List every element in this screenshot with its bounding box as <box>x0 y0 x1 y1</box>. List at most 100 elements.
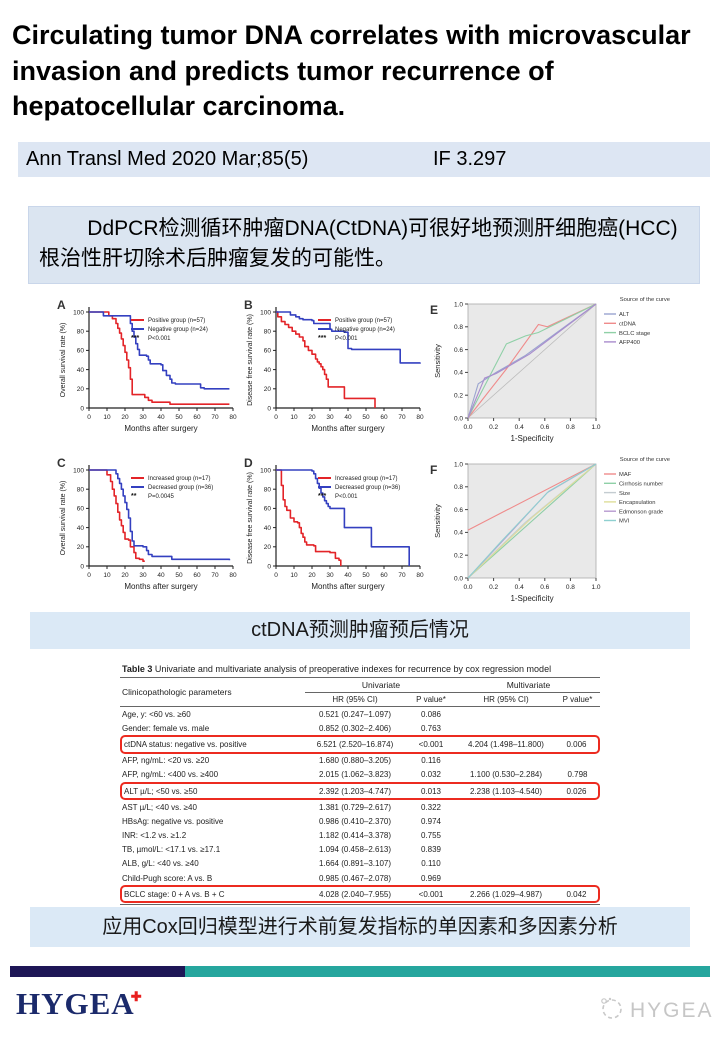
table-label: Table 3 <box>122 664 153 674</box>
svg-text:Decreased group (n=36): Decreased group (n=36) <box>335 485 400 491</box>
table-cell <box>555 721 600 735</box>
table-cell: 0.985 (0.467–2.078) <box>318 873 392 883</box>
hygea-watermark: HYGEA <box>598 995 714 1026</box>
figure-caption-bar: ctDNA预测肿瘤预后情况 <box>30 612 690 649</box>
svg-text:Disease free survival rate (%): Disease free survival rate (%) <box>247 314 254 406</box>
svg-text:40: 40 <box>157 414 165 421</box>
svg-text:Edmonson grade: Edmonson grade <box>619 509 663 515</box>
svg-text:Positive group (n=57): Positive group (n=57) <box>335 318 392 324</box>
table-cell: 0.322 <box>420 802 442 812</box>
table-cell: AFP, ng/mL: <400 vs. ≥400 <box>122 770 219 780</box>
table-title: Table 3 Univariate and multivariate anal… <box>122 664 600 674</box>
svg-text:1.0: 1.0 <box>591 424 600 431</box>
svg-text:0.4: 0.4 <box>454 530 463 537</box>
svg-text:0.4: 0.4 <box>454 370 463 377</box>
svg-text:0.8: 0.8 <box>566 584 575 591</box>
footer-teal-bar <box>185 966 710 977</box>
table-cell <box>457 829 555 843</box>
table-cell <box>555 857 600 871</box>
svg-text:Months after surgery: Months after surgery <box>311 424 384 433</box>
svg-text:Disease free survival rate (%): Disease free survival rate (%) <box>247 472 254 564</box>
km-plot-disease-free-survival-ctdna: B 0 10 20 30 40 50 60 70 80 0 20 40 60 80 100 Months aft… <box>242 298 427 448</box>
watermark-text: HYGEA <box>630 998 714 1022</box>
svg-text:0.8: 0.8 <box>454 324 463 331</box>
svg-text:20: 20 <box>308 414 316 421</box>
table-cell: ALB, g/L: <40 vs. ≥40 <box>122 859 199 869</box>
svg-text:70: 70 <box>211 414 219 421</box>
table-cell: 0.032 <box>420 770 442 780</box>
svg-text:***: *** <box>131 335 139 342</box>
table-row: HBsAg: negative vs. positive 0.986 (0.410… <box>120 814 600 828</box>
svg-text:60: 60 <box>380 572 388 579</box>
svg-text:MAF: MAF <box>619 472 632 478</box>
svg-text:0.6: 0.6 <box>454 347 463 354</box>
svg-text:80: 80 <box>416 414 424 421</box>
table-cell <box>457 721 555 735</box>
svg-text:Cirrhosis number: Cirrhosis number <box>619 482 663 488</box>
table-row: Child-Pugh score: A vs. B 0.985 (0.467–2.… <box>120 871 600 885</box>
watermark-icon <box>598 995 624 1026</box>
svg-text:80: 80 <box>416 572 424 579</box>
svg-text:20: 20 <box>77 544 85 551</box>
svg-text:ALT: ALT <box>619 312 630 318</box>
table-cell: 1.680 (0.880–3.205) <box>318 756 392 766</box>
svg-text:0.0: 0.0 <box>454 415 463 422</box>
svg-text:Source of the curve: Source of the curve <box>620 457 670 463</box>
data-table: Clinicopathologic parameters Univariate … <box>120 677 600 904</box>
table-row: ALB, g/L: <40 vs. ≥40 1.664 (0.891–3.107)… <box>120 857 600 871</box>
svg-text:0: 0 <box>87 414 91 421</box>
svg-text:0: 0 <box>274 572 278 579</box>
svg-text:***: *** <box>318 335 326 342</box>
table-cell: 0.974 <box>420 816 442 826</box>
svg-text:20: 20 <box>121 572 129 579</box>
svg-text:80: 80 <box>77 329 85 336</box>
table-cell: 0.026 <box>555 781 600 801</box>
svg-text:80: 80 <box>264 329 272 336</box>
svg-text:Negative group (n=24): Negative group (n=24) <box>335 327 395 333</box>
svg-text:0: 0 <box>80 405 84 412</box>
svg-text:40: 40 <box>77 367 85 374</box>
svg-text:50: 50 <box>175 414 183 421</box>
svg-text:40: 40 <box>264 525 272 532</box>
svg-text:80: 80 <box>229 572 237 579</box>
table-row: Gender: female vs. male 0.852 (0.302–2.40… <box>120 721 600 735</box>
table-cell: 0.042 <box>555 885 600 904</box>
table-cell: <0.001 <box>405 885 457 904</box>
table-cell <box>457 800 555 814</box>
hygea-logo-text: HYGEA <box>16 986 135 1021</box>
svg-text:C: C <box>57 456 66 470</box>
table-cell: Child-Pugh score: A vs. B <box>122 873 213 883</box>
svg-text:30: 30 <box>326 572 334 579</box>
table-caption-bar: 应用Cox回归模型进行术前复发指标的单因素和多因素分析 <box>30 907 690 947</box>
svg-text:A: A <box>57 298 66 312</box>
table-row: INR: <1.2 vs. ≥1.2 1.182 (0.414–3.378) 0.7… <box>120 829 600 843</box>
column-group-univariate: Univariate <box>305 678 457 693</box>
svg-text:P<0.001: P<0.001 <box>335 494 358 500</box>
table-cell: 2.266 (1.029–4.987) <box>457 885 555 904</box>
table-cell: 1.182 (0.414–3.378) <box>318 831 392 841</box>
table-cell <box>555 871 600 885</box>
svg-text:0.2: 0.2 <box>454 393 463 400</box>
table-cell: 6.521 (2.520–16.874) <box>305 735 405 754</box>
svg-text:Overall survival rate (%): Overall survival rate (%) <box>60 323 67 398</box>
svg-text:***: *** <box>318 493 326 500</box>
svg-text:70: 70 <box>398 414 406 421</box>
table-cell <box>555 754 600 768</box>
svg-text:Sensitivity: Sensitivity <box>433 344 442 378</box>
table-cell <box>457 814 555 828</box>
column-header-parameters: Clinicopathologic parameters <box>120 678 305 707</box>
svg-text:70: 70 <box>398 572 406 579</box>
table-cell: 0.086 <box>420 709 442 719</box>
svg-text:0: 0 <box>267 405 271 412</box>
table-bottom-rule <box>120 903 600 906</box>
column-header-uni-hr: HR (95% CI) <box>305 693 405 707</box>
table-cell <box>457 754 555 768</box>
svg-text:40: 40 <box>157 572 165 579</box>
svg-text:**: ** <box>131 493 137 500</box>
svg-text:10: 10 <box>103 414 111 421</box>
table-row: TB, µmol/L: <17.1 vs. ≥17.1 1.094 (0.458–… <box>120 843 600 857</box>
svg-text:Positive group (n=57): Positive group (n=57) <box>148 318 205 324</box>
table-cell: 0.521 (0.247–1.097) <box>318 709 392 719</box>
svg-text:BCLC stage: BCLC stage <box>619 331 650 337</box>
table-cell: 0.013 <box>405 781 457 801</box>
